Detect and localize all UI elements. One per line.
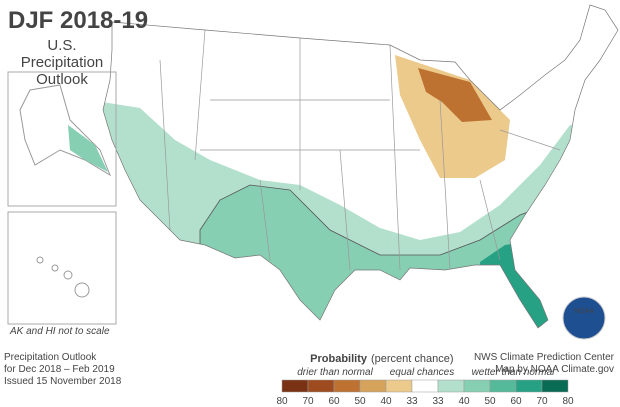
legend-swatch [437, 379, 465, 393]
footer-right: NWS Climate Prediction Center [474, 352, 615, 363]
legend-tick: 80 [276, 396, 288, 407]
hawaii [36, 256, 90, 298]
legend-tick: 60 [510, 396, 522, 407]
legend-label: equal chances [390, 367, 455, 378]
legend-title: Probability [310, 353, 368, 365]
hawaii-inset [7, 211, 117, 325]
legend-tick: 50 [354, 396, 366, 407]
footer-left: for Dec 2018 – Feb 2019 [4, 364, 115, 375]
legend-tick: 33 [432, 396, 444, 407]
title: DJF 2018-19 [8, 7, 148, 34]
inset-note: AK and HI not to scale [9, 326, 110, 337]
footer-left: Precipitation Outlook [4, 352, 97, 363]
legend-swatch [385, 379, 413, 393]
logo-text: NOAA [574, 308, 594, 315]
legend-label: drier than normal [297, 367, 373, 378]
legend-swatch [541, 379, 569, 393]
footer-left: Issued 15 November 2018 [4, 376, 122, 387]
legend-tick: 50 [484, 396, 496, 407]
legend-swatch [359, 379, 387, 393]
subtitle: Outlook [36, 71, 88, 88]
legend-swatch [281, 379, 309, 393]
legend-tick: 60 [328, 396, 340, 407]
alaska-inset [7, 71, 117, 207]
subtitle: Precipitation [21, 54, 104, 71]
subtitle: U.S. [47, 37, 76, 54]
logo [562, 296, 606, 340]
legend-swatch [515, 379, 543, 393]
legend-swatch [411, 379, 439, 393]
alaska-wet [68, 125, 108, 172]
legend-tick: 40 [380, 396, 392, 407]
legend-tick: 70 [536, 396, 548, 407]
legend-swatch [307, 379, 335, 393]
legend-tick: 33 [406, 396, 418, 407]
legend-subtitle: (percent chance) [371, 353, 454, 365]
legend-swatch [489, 379, 517, 393]
legend-tick: 40 [458, 396, 470, 407]
legend-label: wetter than normal [472, 367, 556, 378]
legend-swatch [463, 379, 491, 393]
legend-tick: 80 [562, 396, 574, 407]
legend-tick: 70 [302, 396, 314, 407]
legend: 80 70 60 50 40 33 33 40 50 60 70 80 [276, 379, 574, 407]
legend-swatch [333, 379, 361, 393]
footer-right: Map by NOAA Climate.gov [495, 364, 614, 375]
conus-map [102, 4, 619, 329]
